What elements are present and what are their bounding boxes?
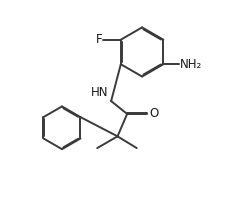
Text: HN: HN	[91, 86, 108, 99]
Text: F: F	[96, 33, 102, 46]
Text: NH₂: NH₂	[180, 58, 203, 71]
Text: O: O	[150, 108, 159, 120]
